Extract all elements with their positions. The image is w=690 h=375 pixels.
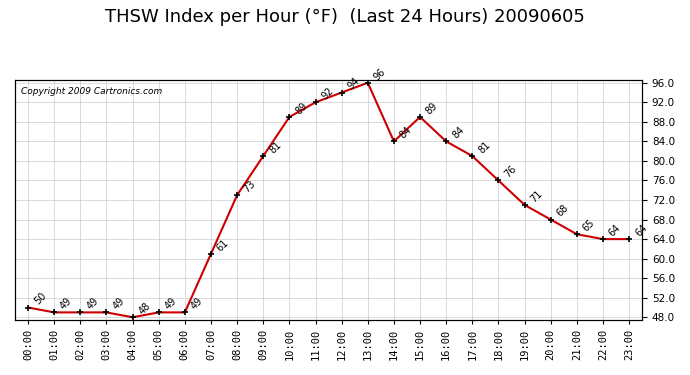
Text: 49: 49 (84, 296, 100, 312)
Text: 49: 49 (59, 296, 74, 312)
Text: 49: 49 (163, 296, 179, 312)
Text: 50: 50 (32, 291, 48, 307)
Text: 73: 73 (241, 178, 257, 194)
Text: 89: 89 (424, 100, 440, 116)
Text: 96: 96 (372, 66, 388, 82)
Text: 49: 49 (110, 296, 126, 312)
Text: 61: 61 (215, 237, 231, 253)
Text: 81: 81 (268, 140, 283, 155)
Text: 68: 68 (555, 203, 571, 219)
Text: 64: 64 (633, 223, 649, 238)
Text: 81: 81 (477, 140, 492, 155)
Text: 48: 48 (137, 301, 152, 316)
Text: 84: 84 (451, 125, 466, 141)
Text: 94: 94 (346, 76, 362, 92)
Text: 65: 65 (581, 217, 597, 234)
Text: 92: 92 (319, 86, 335, 102)
Text: 76: 76 (502, 164, 518, 180)
Text: 84: 84 (398, 125, 414, 141)
Text: 89: 89 (293, 100, 309, 116)
Text: 49: 49 (189, 296, 205, 312)
Text: 64: 64 (607, 223, 623, 238)
Text: THSW Index per Hour (°F)  (Last 24 Hours) 20090605: THSW Index per Hour (°F) (Last 24 Hours)… (105, 8, 585, 26)
Text: 71: 71 (529, 188, 544, 204)
Text: Copyright 2009 Cartronics.com: Copyright 2009 Cartronics.com (21, 87, 163, 96)
